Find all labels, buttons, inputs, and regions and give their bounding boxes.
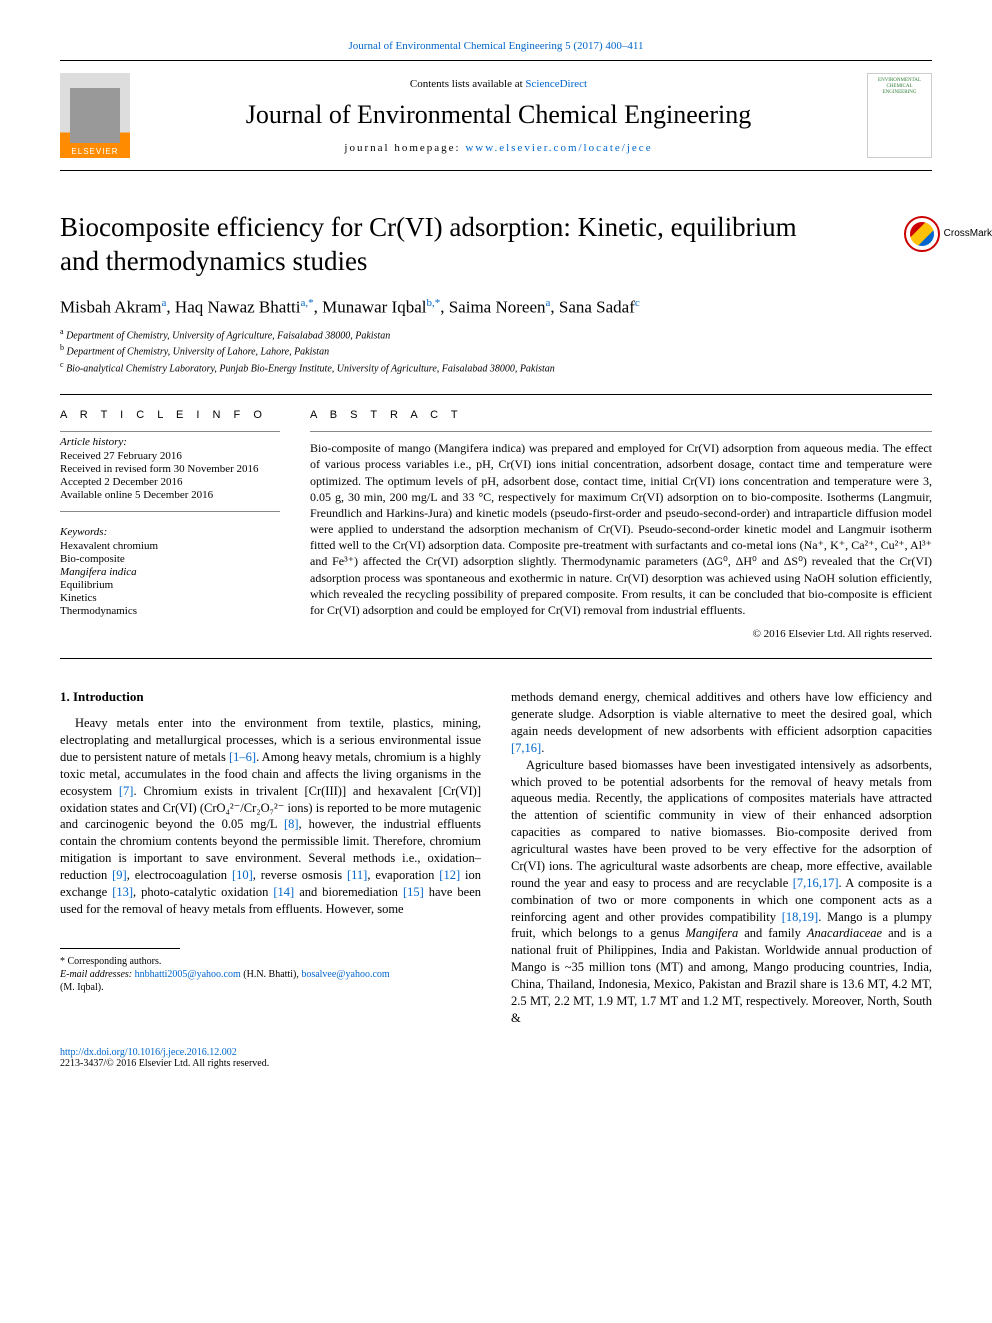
- author-email-link[interactable]: bosalvee@yahoo.com: [301, 969, 389, 980]
- journal-header-bar: ELSEVIER Contents lists available at Sci…: [60, 60, 932, 171]
- footnote-divider: [60, 948, 180, 949]
- affiliation: b Department of Chemistry, University of…: [60, 343, 932, 357]
- body-paragraph: Agriculture based biomasses have been in…: [511, 757, 932, 1027]
- corresponding-author-note: * Corresponding authors.: [60, 955, 481, 968]
- citation-link[interactable]: [18,19]: [782, 910, 818, 924]
- citation-link[interactable]: [9]: [112, 868, 127, 882]
- info-abstract-row: A R T I C L E I N F O Article history: R…: [60, 409, 932, 659]
- contents-line: Contents lists available at ScienceDirec…: [150, 78, 847, 90]
- email-addresses-note: E-mail addresses: hnbhatti2005@yahoo.com…: [60, 968, 481, 994]
- crossmark-badge[interactable]: CrossMark: [904, 216, 992, 252]
- keyword-item: Kinetics: [60, 592, 280, 604]
- issn-copyright: 2213-3437/© 2016 Elsevier Ltd. All right…: [60, 1058, 269, 1069]
- history-item: Received in revised form 30 November 201…: [60, 463, 280, 475]
- history-item: Accepted 2 December 2016: [60, 476, 280, 488]
- affiliations-block: a Department of Chemistry, University of…: [60, 327, 932, 374]
- homepage-link[interactable]: www.elsevier.com/locate/jece: [465, 142, 652, 154]
- journal-header-center: Contents lists available at ScienceDirec…: [130, 78, 867, 154]
- body-column-left: 1. Introduction Heavy metals enter into …: [60, 689, 481, 1027]
- keyword-item: Mangifera indica: [60, 566, 280, 578]
- affiliation: a Department of Chemistry, University of…: [60, 327, 932, 341]
- citation-link[interactable]: [13]: [112, 885, 133, 899]
- citation-link[interactable]: [11]: [347, 868, 367, 882]
- email-name: (M. Iqbal).: [60, 982, 104, 993]
- cover-text: ENVIRONMENTAL CHEMICAL ENGINEERING: [872, 78, 927, 96]
- article-title: Biocomposite efficiency for Cr(VI) adsor…: [60, 211, 932, 279]
- citation-link[interactable]: [1–6]: [229, 750, 256, 764]
- elsevier-label: ELSEVIER: [71, 147, 118, 158]
- citation-link[interactable]: [10]: [232, 868, 253, 882]
- doi-link[interactable]: http://dx.doi.org/10.1016/j.jece.2016.12…: [60, 1047, 237, 1058]
- journal-cover-thumbnail: ENVIRONMENTAL CHEMICAL ENGINEERING: [867, 73, 932, 158]
- affiliation: c Bio-analytical Chemistry Laboratory, P…: [60, 360, 932, 374]
- authors-line: Misbah Akrama, Haq Nawaz Bhattia,*, Muna…: [60, 297, 932, 318]
- citation-link[interactable]: [7,16,17]: [793, 876, 839, 890]
- body-column-right: methods demand energy, chemical additive…: [511, 689, 932, 1027]
- abstract-text: Bio-composite of mango (Mangifera indica…: [310, 440, 932, 618]
- page-footer: http://dx.doi.org/10.1016/j.jece.2016.12…: [60, 1047, 932, 1069]
- keywords-label: Keywords:: [60, 526, 280, 538]
- history-item: Available online 5 December 2016: [60, 489, 280, 501]
- abstract-heading: A B S T R A C T: [310, 409, 932, 421]
- citation-link[interactable]: [14]: [273, 885, 294, 899]
- crossmark-label: CrossMark: [944, 228, 992, 241]
- history-item: Received 27 February 2016: [60, 450, 280, 462]
- author-email-link[interactable]: hnbhatti2005@yahoo.com: [135, 969, 241, 980]
- header-citation: Journal of Environmental Chemical Engine…: [60, 40, 932, 52]
- abstract-divider: [310, 431, 932, 432]
- journal-title: Journal of Environmental Chemical Engine…: [150, 100, 847, 130]
- homepage-line: journal homepage: www.elsevier.com/locat…: [150, 142, 847, 154]
- body-paragraph: methods demand energy, chemical additive…: [511, 689, 932, 757]
- contents-prefix: Contents lists available at: [410, 78, 525, 90]
- email-name: (H.N. Bhatti),: [241, 969, 302, 980]
- abstract-column: A B S T R A C T Bio-composite of mango (…: [310, 409, 932, 640]
- keyword-item: Equilibrium: [60, 579, 280, 591]
- citation-link[interactable]: [12]: [439, 868, 460, 882]
- citation-link[interactable]: [15]: [403, 885, 424, 899]
- article-info-heading: A R T I C L E I N F O: [60, 409, 280, 421]
- crossmark-icon: [904, 216, 940, 252]
- emails-prefix: E-mail addresses:: [60, 969, 135, 980]
- body-columns: 1. Introduction Heavy metals enter into …: [60, 689, 932, 1027]
- body-paragraph: Heavy metals enter into the environment …: [60, 715, 481, 918]
- article-title-text: Biocomposite efficiency for Cr(VI) adsor…: [60, 212, 797, 276]
- citation-link[interactable]: [8]: [284, 817, 299, 831]
- keyword-item: Thermodynamics: [60, 605, 280, 617]
- elsevier-tree-icon: [70, 88, 120, 143]
- abstract-copyright: © 2016 Elsevier Ltd. All rights reserved…: [310, 628, 932, 640]
- article-info-column: A R T I C L E I N F O Article history: R…: [60, 409, 280, 640]
- section-heading: 1. Introduction: [60, 689, 481, 705]
- keyword-item: Bio-composite: [60, 553, 280, 565]
- history-label: Article history:: [60, 436, 280, 448]
- citation-link[interactable]: [7,16]: [511, 741, 541, 755]
- elsevier-logo: ELSEVIER: [60, 73, 130, 158]
- citation-link[interactable]: [7]: [119, 784, 134, 798]
- divider: [60, 394, 932, 395]
- keyword-item: Hexavalent chromium: [60, 540, 280, 552]
- info-divider: [60, 511, 280, 512]
- sciencedirect-link[interactable]: ScienceDirect: [525, 78, 587, 90]
- homepage-prefix: journal homepage:: [344, 142, 465, 154]
- info-divider: [60, 431, 280, 432]
